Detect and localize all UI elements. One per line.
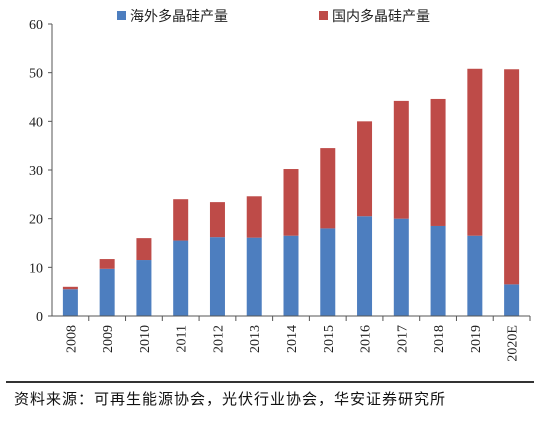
legend-label: 国内多晶硅产量 — [332, 8, 430, 25]
bar-domestic — [136, 238, 152, 261]
bar-overseas — [357, 216, 373, 316]
bar-overseas — [136, 260, 152, 316]
bar-overseas — [62, 289, 78, 316]
bar-domestic — [320, 148, 336, 229]
legend-swatch — [319, 11, 328, 20]
bar-domestic — [357, 121, 373, 217]
x-tick-label: 2017 — [395, 325, 410, 353]
x-tick-label: 2012 — [211, 325, 226, 353]
bar-overseas — [283, 235, 299, 316]
bar-domestic — [283, 169, 299, 236]
y-tick-label: 10 — [29, 261, 43, 276]
y-tick-label: 40 — [29, 115, 43, 130]
x-tick-label: 2015 — [322, 325, 337, 353]
x-tick-label: 2016 — [359, 325, 374, 353]
bar-overseas — [504, 284, 520, 316]
bar-domestic — [99, 259, 115, 269]
bar-overseas — [393, 218, 409, 316]
stacked-bar-chart: 海外多晶硅产量 国内多晶硅产量 0 10 20 30 40 50 60 2008 2009 201… — [29, 8, 531, 362]
bar-domestic — [504, 69, 520, 285]
x-tick-label: 2019 — [469, 325, 484, 353]
bar-overseas — [320, 228, 336, 316]
x-tick-label: 2008 — [64, 325, 79, 353]
bar-domestic — [173, 199, 189, 241]
x-tick-label: 2013 — [248, 325, 263, 353]
bar-domestic — [209, 202, 225, 238]
source-note: 资料来源：可再生能源协会，光伏行业协会，华安证券研究所 — [14, 390, 447, 408]
x-tick-label: 2009 — [101, 325, 116, 353]
y-tick-label: 30 — [29, 164, 43, 179]
bar-overseas — [467, 235, 483, 316]
bar-overseas — [246, 237, 262, 316]
bar-overseas — [173, 240, 189, 316]
x-tick-label: 2018 — [432, 325, 447, 353]
y-axis: 0 10 20 30 40 50 60 — [29, 18, 53, 325]
bar-domestic — [467, 68, 483, 236]
bar-overseas — [99, 268, 115, 316]
legend-swatch — [117, 11, 126, 20]
x-tick-label: 2010 — [138, 325, 153, 353]
x-tick-label: 2020E — [506, 325, 521, 362]
bar-domestic — [430, 98, 446, 226]
y-tick-label: 60 — [29, 18, 43, 33]
x-tick-label: 2014 — [285, 325, 300, 353]
y-tick-label: 0 — [36, 310, 43, 325]
legend-label: 海外多晶硅产量 — [130, 8, 228, 25]
chart-legend: 海外多晶硅产量 国内多晶硅产量 — [117, 8, 430, 25]
x-axis: 2008 2009 2010 2011 2012 2013 2014 2015 2016 2017… — [52, 315, 531, 362]
bar-overseas — [209, 237, 225, 316]
y-tick-label: 50 — [29, 67, 43, 82]
source-divider — [6, 381, 534, 383]
bar-domestic — [62, 286, 78, 290]
bars — [62, 68, 520, 316]
y-tick-label: 20 — [29, 213, 43, 228]
bar-domestic — [246, 196, 262, 238]
bar-overseas — [430, 225, 446, 316]
bar-domestic — [393, 100, 409, 219]
x-tick-label: 2011 — [175, 325, 190, 352]
